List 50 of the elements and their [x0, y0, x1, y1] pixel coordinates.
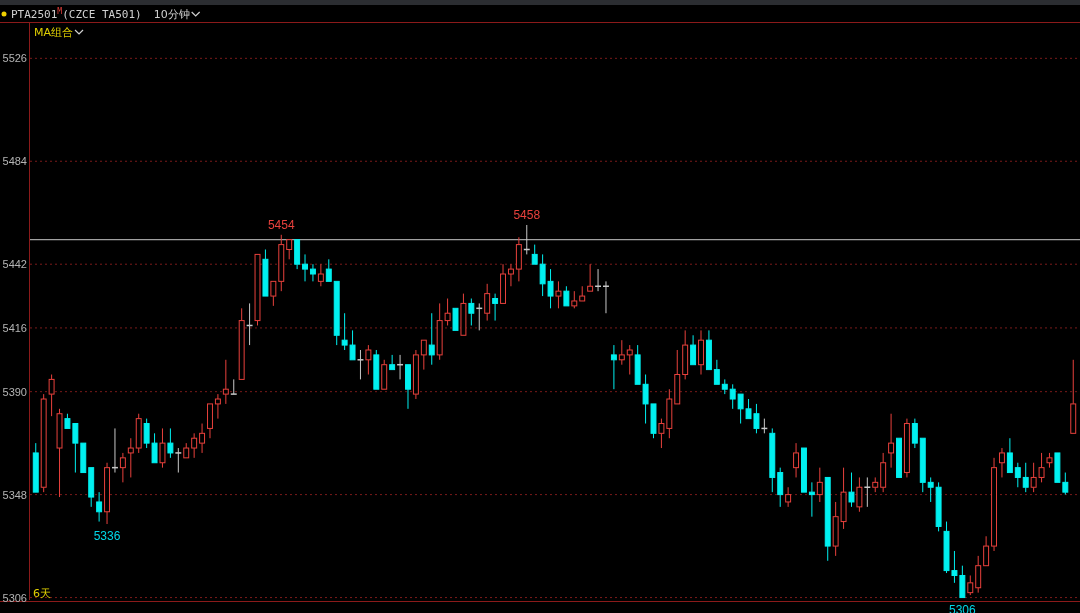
y-tick-label: 5390	[2, 385, 27, 398]
annotation: 6天	[33, 587, 51, 600]
candlestick	[492, 293, 499, 322]
candlestick	[214, 393, 221, 420]
annotation: 5336	[93, 529, 121, 544]
y-tick-label: 5442	[2, 258, 27, 271]
annotation: MA组合	[34, 26, 74, 39]
y-tick-label: 5416	[2, 321, 27, 334]
candlestick	[808, 481, 815, 518]
candlestick	[975, 555, 982, 594]
candlestick	[888, 413, 895, 469]
candlestick	[191, 432, 198, 459]
candlestick	[428, 312, 435, 366]
candlestick	[618, 339, 625, 366]
candlestick	[816, 467, 823, 503]
candlestick	[278, 234, 285, 292]
annotation: 5454	[267, 217, 295, 232]
candlestick	[555, 280, 562, 309]
candlestick	[104, 462, 111, 525]
y-tick-label: 5306	[2, 591, 27, 604]
candlestick	[610, 344, 617, 390]
annotation: 5458	[513, 207, 541, 222]
candlestick	[484, 283, 491, 322]
candlestick	[903, 418, 910, 478]
candlestick	[222, 359, 229, 405]
candlestick	[793, 442, 800, 478]
y-tick-label: 5526	[2, 52, 27, 65]
candlestick	[127, 437, 134, 478]
candlestick	[119, 452, 126, 483]
candlestick	[199, 423, 206, 454]
candlestick	[159, 427, 166, 469]
candlestick	[515, 236, 522, 282]
candlestick	[769, 427, 776, 493]
y-tick-label: 5484	[2, 155, 27, 168]
candlestick	[507, 263, 514, 287]
candlestick	[967, 574, 974, 596]
candlestick	[96, 491, 103, 523]
candlestick	[317, 263, 324, 287]
candlestick	[302, 253, 308, 282]
candlestick	[412, 349, 419, 400]
text: 10分钟	[153, 8, 190, 21]
candlestick	[309, 263, 316, 282]
candlestick	[991, 457, 998, 552]
candlestick	[998, 447, 1005, 478]
candlestick	[698, 329, 704, 375]
candlestick	[785, 486, 792, 508]
annotation: 5306	[949, 602, 977, 613]
chart-title: PTA2501$^{M}$(CZCE TA501)	[11, 6, 142, 21]
candlestick	[356, 349, 365, 380]
y-tick-label: 5348	[2, 488, 27, 501]
